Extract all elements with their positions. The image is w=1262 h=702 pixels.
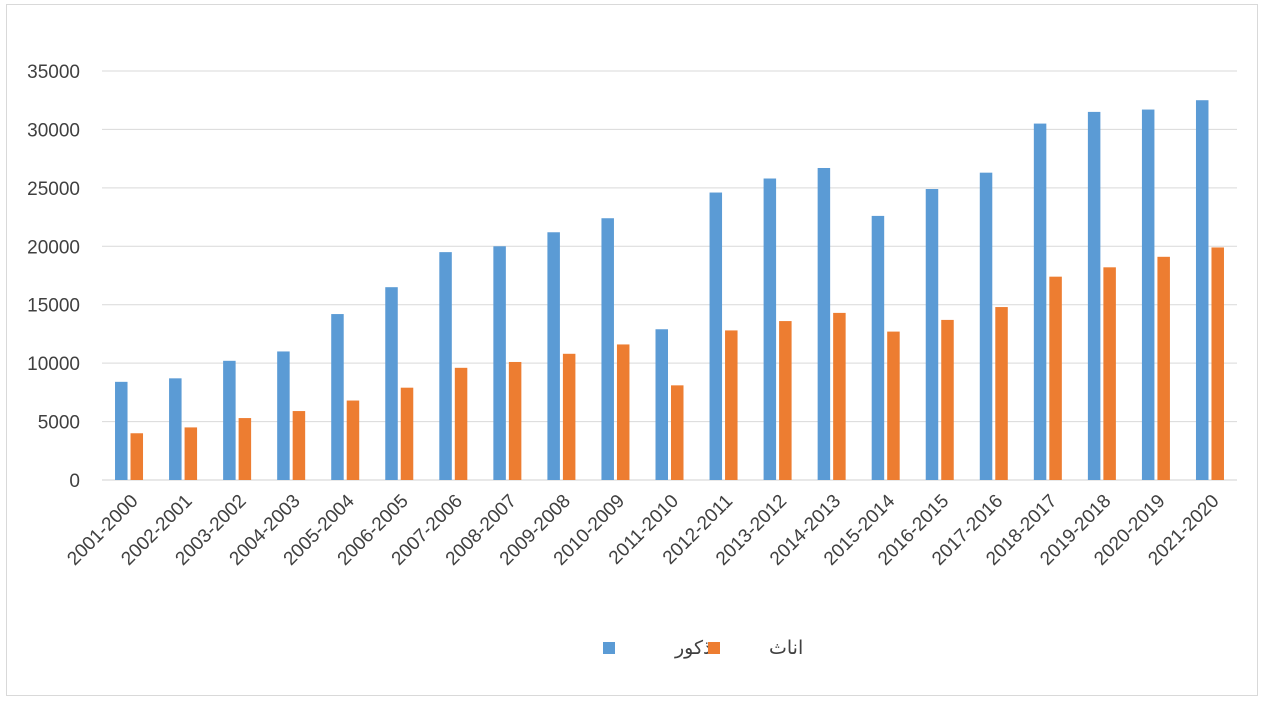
- bar-series2: [238, 418, 252, 480]
- bar-series2: [1049, 276, 1062, 480]
- bar-series2: [779, 321, 792, 480]
- bar-series2: [454, 367, 468, 480]
- legend-label-series2: اناث: [769, 638, 803, 659]
- bar-chart: 0 5000 10000 15000 20000 25000 30000 35000 2001…: [27, 62, 1237, 659]
- bar-series2: [292, 411, 306, 480]
- y-tick-label: 0: [69, 471, 80, 492]
- bar-series1: [547, 232, 560, 480]
- bar-series1: [1033, 123, 1047, 480]
- legend-label-series1: ذكور: [674, 638, 712, 659]
- bar-series1: [115, 381, 128, 480]
- bar-series2: [941, 319, 954, 480]
- bar-series2: [887, 331, 900, 480]
- bar-series2: [616, 344, 630, 480]
- y-tick-label: 10000: [27, 354, 80, 375]
- bar-series1: [925, 189, 939, 481]
- y-tick-label: 5000: [38, 413, 80, 434]
- bar-series1: [979, 172, 993, 480]
- y-tick-label: 25000: [27, 179, 80, 200]
- bar-series1: [169, 378, 182, 480]
- bar-series1: [493, 246, 506, 480]
- bar-series1: [385, 287, 398, 480]
- y-axis-tick-labels: 0 5000 10000 15000 20000 25000 30000 35000: [27, 62, 80, 492]
- bar-series1: [763, 178, 777, 480]
- bars: [115, 100, 1224, 481]
- legend-swatch-series2: [708, 642, 720, 654]
- bar-series1: [655, 329, 668, 480]
- bar-series1: [1195, 100, 1209, 480]
- bar-series2: [400, 387, 414, 480]
- bar-series2: [562, 353, 576, 480]
- bar-series2: [1103, 267, 1116, 480]
- x-axis-tick-labels: 2001-20002002-20012003-20022004-20032005…: [63, 490, 1223, 569]
- bar-series2: [725, 330, 738, 480]
- gridlines: [102, 70, 1237, 481]
- bar-series2: [130, 433, 144, 480]
- bar-series1: [223, 360, 236, 480]
- bar-series1: [709, 192, 723, 480]
- bar-series2: [184, 427, 198, 480]
- bar-series1: [439, 252, 452, 480]
- bar-series2: [671, 385, 684, 480]
- bar-series2: [346, 400, 360, 480]
- legend: ذكور اناث: [603, 638, 803, 659]
- bar-series1: [817, 167, 831, 480]
- bar-series1: [1087, 111, 1101, 481]
- bar-series2: [1157, 256, 1170, 480]
- bar-series1: [871, 215, 885, 480]
- bar-series1: [601, 218, 614, 481]
- y-tick-label: 20000: [27, 237, 80, 258]
- bar-series2: [508, 361, 522, 480]
- bar-series2: [833, 312, 846, 480]
- y-tick-label: 15000: [27, 296, 80, 317]
- legend-swatch-series1: [603, 642, 615, 654]
- bar-series2: [995, 307, 1008, 480]
- y-tick-label: 30000: [27, 120, 80, 141]
- y-tick-label: 35000: [27, 62, 80, 83]
- bar-series1: [331, 314, 344, 480]
- chart-frame: 0 5000 10000 15000 20000 25000 30000 35000 2001…: [6, 4, 1258, 696]
- bar-series2: [1211, 247, 1224, 480]
- bar-series1: [1141, 109, 1155, 480]
- bar-series1: [277, 351, 290, 480]
